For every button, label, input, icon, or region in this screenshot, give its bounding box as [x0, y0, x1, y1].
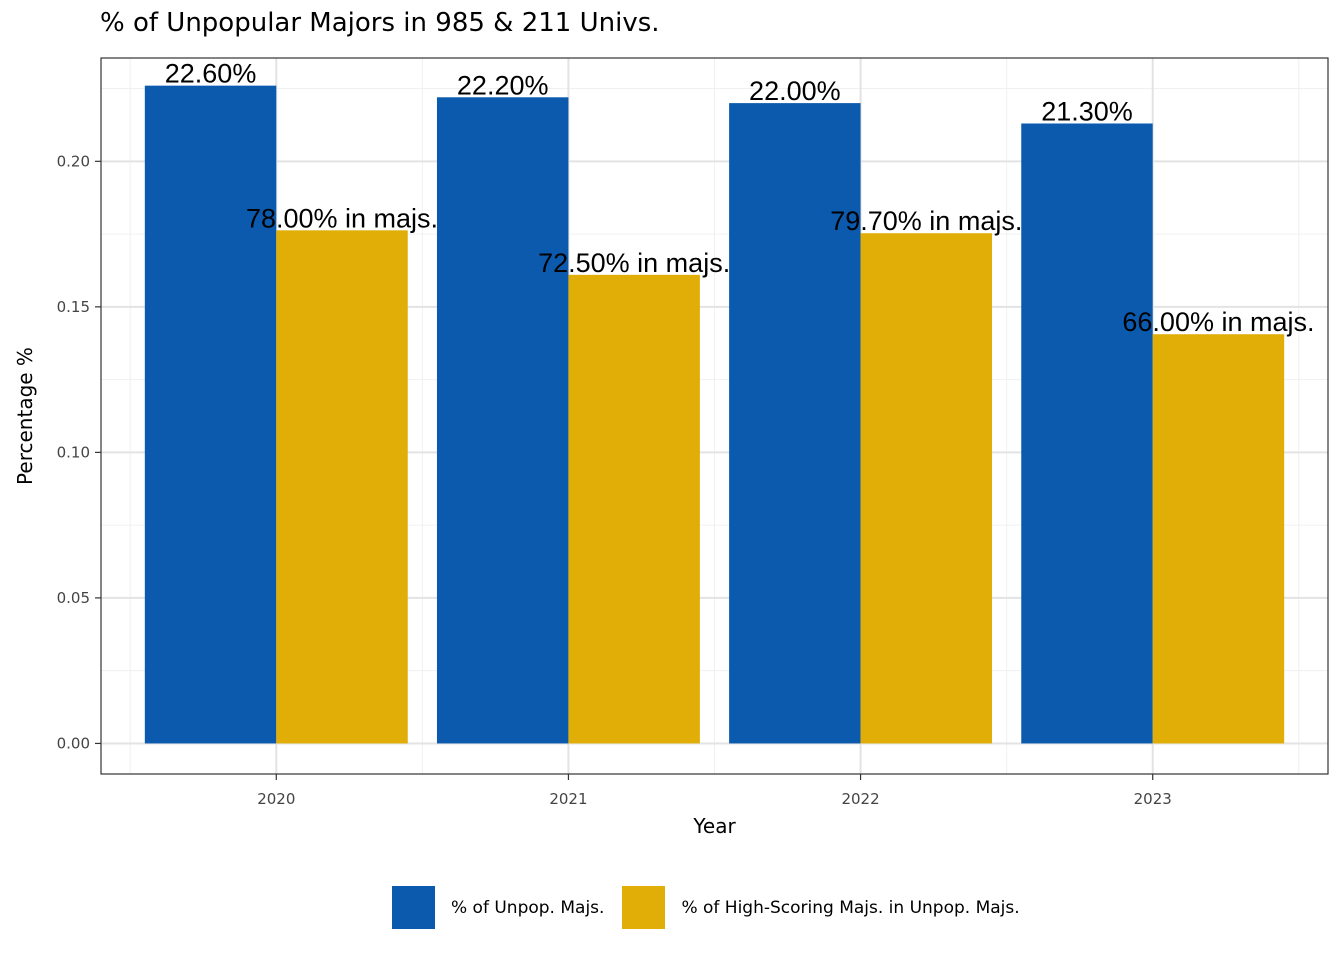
data-label: 22.20%	[457, 70, 549, 100]
legend-label-unpop: % of Unpop. Majs.	[451, 897, 605, 918]
bar-high-scoring-2020	[276, 230, 408, 744]
x-tick-label: 2021	[549, 790, 587, 808]
y-tick-label: 0.20	[57, 152, 90, 170]
data-label: 79.70% in majs.	[830, 206, 1022, 236]
bar-high-scoring-2023	[1152, 334, 1285, 744]
axes: 0.00 0.05 0.10 0.15 0.20 2020 2021 2022 2023 Year…	[13, 152, 1172, 838]
data-label: 22.60%	[165, 59, 257, 89]
x-axis-title: Year	[692, 814, 736, 838]
legend: % of Unpop. Majs. % of High-Scoring Majs…	[392, 886, 1038, 929]
x-tick-label: 2023	[1134, 790, 1172, 808]
bar-unpop-2020	[144, 85, 277, 744]
bars	[144, 85, 1285, 744]
bar-unpop-2022	[729, 103, 861, 744]
data-label: 22.00%	[749, 76, 841, 106]
legend-label-high-scoring: % of High-Scoring Majs. in Unpop. Majs.	[681, 897, 1020, 918]
bar-high-scoring-2022	[860, 233, 993, 744]
data-label: 66.00% in majs.	[1122, 307, 1314, 337]
legend-item-unpop: % of Unpop. Majs.	[392, 886, 604, 929]
data-label: 21.30%	[1041, 96, 1133, 126]
data-labels: 22.60% 22.20% 22.00% 21.30% 78.00% in majs. 7…	[165, 59, 1315, 338]
bar-high-scoring-2021	[568, 274, 700, 744]
y-axis-title: Percentage %	[13, 347, 37, 485]
data-label: 78.00% in majs.	[246, 203, 438, 233]
y-tick-label: 0.00	[57, 734, 90, 752]
legend-swatch-high-scoring	[622, 886, 666, 929]
y-tick-label: 0.05	[57, 589, 90, 607]
legend-swatch-unpop	[392, 886, 435, 929]
x-tick-label: 2022	[841, 790, 879, 808]
legend-item-high-scoring: % of High-Scoring Majs. in Unpop. Majs.	[622, 886, 1020, 929]
bar-unpop-2021	[436, 97, 569, 744]
panel-border	[100, 57, 1329, 775]
bar-unpop-2023	[1021, 123, 1153, 744]
y-tick-label: 0.10	[57, 443, 90, 461]
chart-title: % of Unpopular Majors in 985 & 211 Univs…	[100, 8, 660, 38]
data-label: 72.50% in majs.	[538, 248, 730, 278]
x-tick-label: 2020	[257, 790, 295, 808]
y-tick-label: 0.15	[57, 298, 90, 316]
